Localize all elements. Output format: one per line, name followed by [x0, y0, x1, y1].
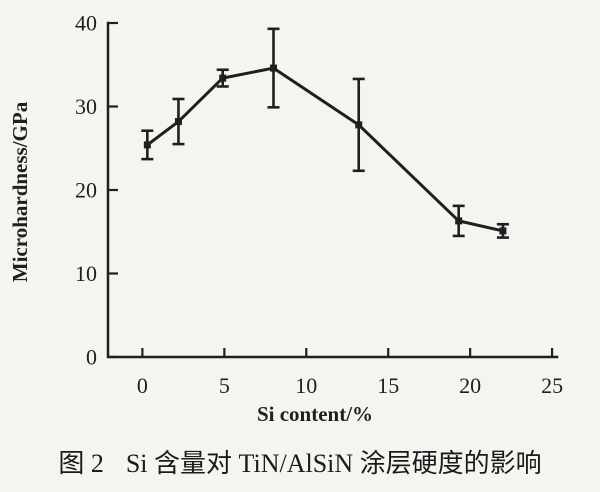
data-point-marker: [355, 121, 363, 129]
figure-caption-label: 图 2: [58, 449, 104, 478]
figure-caption: 图 2 Si 含量对 TiN/AlSiN 涂层硬度的影响: [0, 438, 600, 480]
data-point-marker: [174, 118, 182, 126]
x-tick-label: 0: [137, 373, 148, 398]
data-point-marker: [499, 227, 507, 235]
data-point-marker: [219, 74, 227, 82]
data-point-marker: [270, 64, 278, 72]
x-tick-label: 15: [377, 373, 399, 398]
y-tick-label: 10: [75, 261, 97, 286]
y-axis-title: Microhardness/GPa: [8, 101, 32, 282]
data-line: [146, 66, 504, 233]
figure-caption-text: Si 含量对 TiN/AlSiN 涂层硬度的影响: [125, 449, 542, 478]
chart-svg: 0 10 20 30 40 0 5 10 15 20 25 Microhardness/GPa Si…: [8, 11, 563, 427]
y-tick-label: 30: [75, 94, 97, 119]
x-tick-label: 5: [219, 373, 230, 398]
data-point-marker: [455, 217, 463, 225]
x-tick-label: 10: [295, 373, 317, 398]
axis-frame: [106, 21, 559, 359]
y-tick-label: 0: [86, 345, 97, 370]
x-axis-title: Si content/%: [257, 402, 373, 426]
y-tick-label: 40: [75, 11, 97, 36]
data-point-marker: [143, 141, 151, 149]
y-tick-label: 20: [75, 178, 97, 203]
x-tick-label: 25: [541, 373, 563, 398]
x-tick-label: 20: [459, 373, 481, 398]
